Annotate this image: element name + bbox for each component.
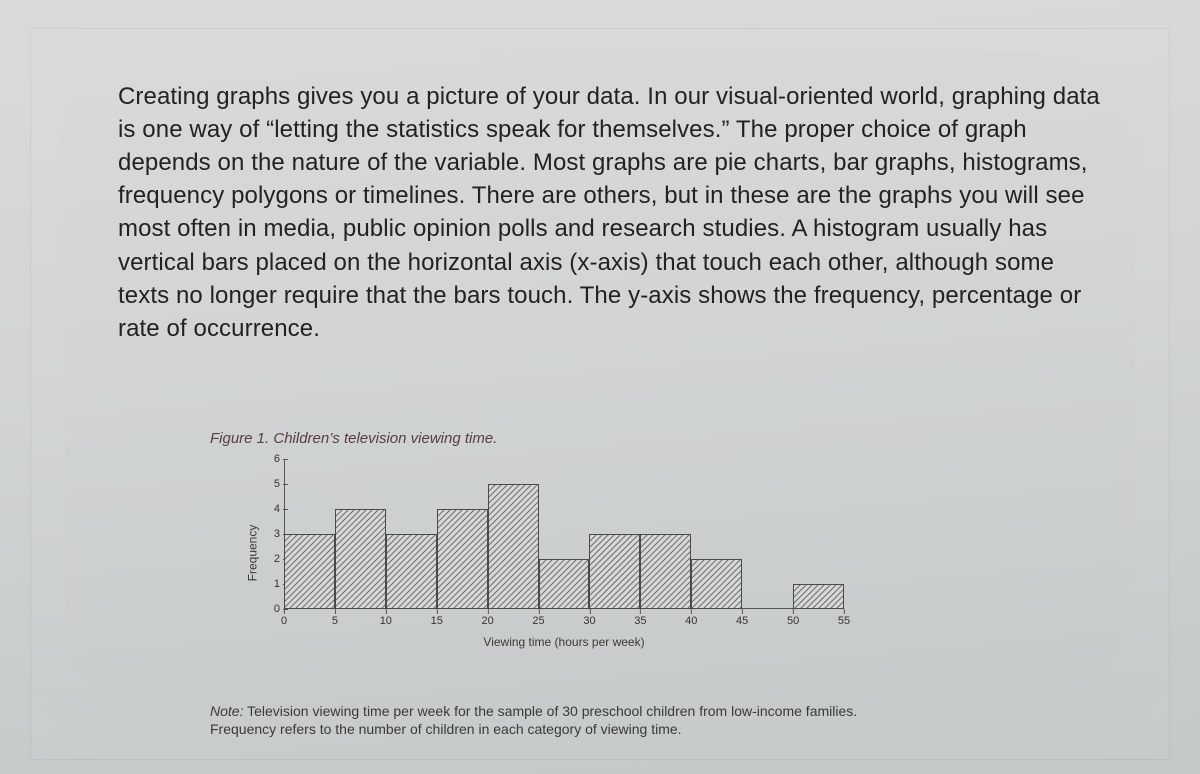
y-tick: 3 — [266, 528, 280, 540]
x-tick: 35 — [634, 615, 646, 627]
x-tick: 5 — [332, 615, 338, 627]
histogram-bar — [437, 509, 488, 609]
histogram-bar — [793, 584, 844, 609]
plot-area: Viewing time (hours per week) 0123456051… — [284, 459, 844, 609]
figure-note-body: Television viewing time per week for the… — [210, 703, 857, 737]
y-tick: 6 — [266, 453, 280, 465]
y-tick: 0 — [266, 603, 280, 615]
histogram-bar — [691, 559, 742, 609]
histogram-bar — [589, 534, 640, 609]
x-tick: 15 — [431, 615, 443, 627]
histogram-bar — [539, 559, 590, 609]
histogram-chart: Frequency Viewing time (hours per week) … — [258, 453, 878, 653]
figure-title: Figure 1. Children’s television viewing … — [210, 430, 930, 447]
x-tick: 50 — [787, 615, 799, 627]
x-tick: 55 — [838, 615, 850, 627]
y-tick: 4 — [266, 503, 280, 515]
histogram-bar — [386, 534, 437, 609]
x-tick: 30 — [583, 615, 595, 627]
figure-note: Note: Television viewing time per week f… — [210, 703, 890, 738]
figure-1: Figure 1. Children’s television viewing … — [210, 430, 930, 738]
y-tick: 2 — [266, 553, 280, 565]
y-tick: 1 — [266, 578, 280, 590]
body-paragraph: Creating graphs gives you a picture of y… — [118, 80, 1112, 345]
x-tick: 45 — [736, 615, 748, 627]
x-tick: 10 — [380, 615, 392, 627]
x-tick: 25 — [532, 615, 544, 627]
x-tick: 20 — [482, 615, 494, 627]
x-axis-label: Viewing time (hours per week) — [284, 635, 844, 649]
histogram-bar — [488, 484, 539, 609]
y-axis-label: Frequency — [245, 525, 259, 582]
histogram-bar — [284, 534, 335, 609]
y-tick: 5 — [266, 478, 280, 490]
histogram-bar — [335, 509, 386, 609]
x-tick: 0 — [281, 615, 287, 627]
figure-note-lead: Note: — [210, 703, 243, 719]
page: Creating graphs gives you a picture of y… — [0, 0, 1200, 774]
x-tick: 40 — [685, 615, 697, 627]
histogram-bar — [640, 534, 691, 609]
